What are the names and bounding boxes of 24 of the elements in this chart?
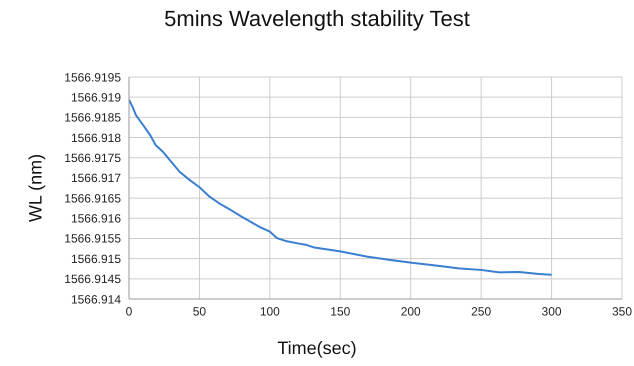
- y-tick-label: 1566.916: [70, 212, 122, 226]
- x-tick-label: 250: [471, 304, 492, 319]
- y-tick-label: 1566.918: [70, 130, 122, 145]
- x-tick-label: 200: [400, 304, 422, 319]
- y-axis-title: WL (nm): [26, 154, 46, 222]
- x-tick-label: 50: [192, 304, 206, 319]
- chart-title: 5mins Wavelength stability Test: [163, 6, 471, 32]
- x-tick-label: 100: [260, 304, 280, 319]
- x-tick-label: 350: [612, 304, 632, 319]
- x-tick-label: 150: [330, 304, 351, 319]
- y-tick-label: 1566.9185: [64, 110, 122, 125]
- y-tick-label: 1566.915: [70, 252, 122, 266]
- line-series: [129, 98, 553, 276]
- x-tick-label: 0: [126, 304, 133, 319]
- y-tick-label: 1566.919: [70, 90, 122, 104]
- y-tick-label: 1566.9165: [64, 191, 122, 206]
- y-tick-label: 1566.9145: [64, 272, 122, 286]
- x-tick-label: 300: [542, 304, 562, 319]
- y-tick-label: 1566.917: [70, 171, 122, 186]
- x-axis-title: Time(sec): [276, 338, 358, 359]
- y-tick-label: 1566.914: [70, 292, 122, 306]
- y-tick-label: 1566.9155: [64, 232, 122, 246]
- y-tick-label: 1566.9175: [64, 150, 122, 165]
- y-tick-label: 1566.9195: [64, 70, 122, 84]
